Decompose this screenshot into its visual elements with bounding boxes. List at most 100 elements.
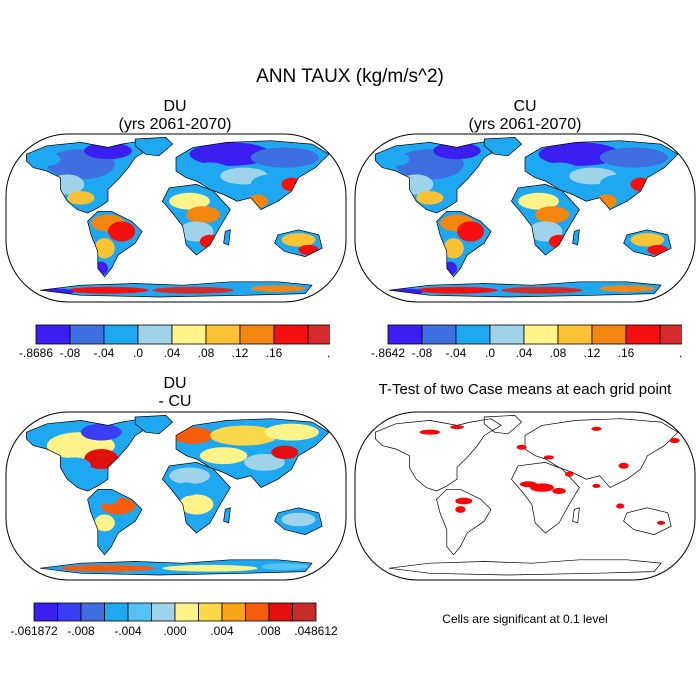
colorbar-box [33, 602, 58, 622]
significance-note: Cells are significant at 0.1 level [442, 612, 608, 626]
map-frame [5, 411, 347, 581]
field-cell [152, 286, 234, 294]
colorbar-tick-label: .0 [485, 346, 495, 360]
colorbar-box [174, 602, 199, 622]
field-cell [199, 447, 248, 465]
colorbar-box [69, 324, 105, 345]
land-field-south-america [440, 214, 485, 276]
land-field-north-america [33, 142, 132, 205]
colorbar-tick-label: .004 [210, 624, 234, 638]
coastline-africa [161, 184, 231, 256]
significant-cell [530, 483, 554, 492]
field-cell [57, 457, 91, 475]
colorbar-box [659, 324, 682, 345]
land-greenland [484, 137, 522, 156]
colorbar-box [245, 602, 270, 622]
colorbar-box [292, 602, 317, 622]
land-field-antarctica [60, 563, 309, 572]
field-cell [97, 494, 119, 505]
land-field-south-america [94, 494, 136, 532]
colorbar-box [523, 324, 559, 345]
field-cell [281, 233, 316, 247]
colorbar-tick-label: -.08 [412, 346, 433, 360]
panel-cu-title: CU (yrs 2061-2070) [440, 98, 610, 134]
panel-diff-title: DU - CU [90, 375, 260, 411]
significant-cell [618, 462, 629, 469]
field-cell [169, 192, 211, 210]
colorbar-tick-label: .12 [584, 346, 601, 360]
significant-cell [450, 425, 464, 430]
significant-cell [419, 429, 440, 435]
significant-cell [669, 438, 680, 444]
colorbar-tick-label: .12 [232, 346, 249, 360]
colorbar-tick-label: -.04 [94, 346, 115, 360]
field-cell [67, 191, 95, 205]
map-ttest [354, 411, 696, 581]
colorbar-tick-label: .04 [516, 346, 533, 360]
colorbar-box [57, 602, 82, 622]
field-cell [382, 152, 410, 166]
map-du [5, 133, 347, 303]
field-cell [179, 494, 214, 515]
colorbar-box [104, 602, 129, 622]
field-cell [199, 234, 221, 249]
significant-cell [543, 455, 554, 460]
significant-cell [552, 487, 566, 494]
colorbar-box [137, 324, 173, 345]
field-cell [169, 467, 211, 485]
coastline-australia [623, 507, 672, 535]
field-cell [189, 142, 272, 166]
colorbar-box [103, 324, 139, 345]
colorbar-box [239, 324, 275, 345]
field-cell [264, 423, 319, 441]
field-cell [518, 192, 559, 210]
coastline-eurasia [524, 418, 679, 489]
significant-cell [656, 520, 666, 525]
colorbar-box [221, 602, 246, 622]
figure-title: ANN TAUX (kg/m/s^2) [256, 66, 444, 87]
colorbar-tick-label: .04 [164, 346, 181, 360]
field-cell [630, 233, 665, 247]
field-cell [210, 425, 278, 446]
colorbar-tick-label: .008 [257, 624, 281, 638]
coastline-greenland [134, 415, 174, 435]
coastline-south-america [87, 488, 143, 556]
colorbar-tick-label: .000 [163, 624, 187, 638]
coastline-africa [161, 462, 231, 534]
coastline-south-america [436, 488, 492, 556]
field-cell [599, 285, 655, 292]
colorbar-tick-label: -.8686 [19, 346, 53, 360]
colorbar-box [205, 324, 241, 345]
map-contents [26, 415, 330, 576]
significant-cell [565, 471, 574, 477]
colorbar-tick-label: .16 [266, 346, 283, 360]
coastline-north-america [26, 418, 153, 492]
colorbar-box [421, 324, 457, 345]
significant-cell [516, 444, 527, 450]
land-greenland [135, 137, 173, 156]
field-cell [433, 142, 481, 160]
colorbar-tick-label: -.004 [114, 624, 142, 638]
field-cell [108, 221, 136, 242]
map-frame [5, 133, 347, 303]
field-cell [244, 454, 285, 471]
field-cell [416, 286, 498, 294]
field-cell [172, 482, 200, 496]
field-cell [630, 177, 651, 192]
field-cell [250, 174, 292, 195]
significant-cell [591, 426, 602, 431]
coastline-north-america [375, 418, 502, 492]
coastline-africa [510, 462, 580, 534]
land-field-antarctica [389, 285, 655, 296]
coastline-antarctica [388, 559, 662, 576]
field-cell [84, 142, 132, 160]
colorbar-box [455, 324, 491, 345]
colorbar-box [591, 324, 627, 345]
significant-cell [455, 497, 473, 505]
field-cell [60, 564, 156, 572]
colorbar-tick-label: .08 [550, 346, 567, 360]
colorbar-box [35, 324, 71, 345]
coastline-madagascar [223, 507, 231, 524]
field-cell [443, 238, 464, 259]
coastline-antarctica [39, 559, 313, 576]
